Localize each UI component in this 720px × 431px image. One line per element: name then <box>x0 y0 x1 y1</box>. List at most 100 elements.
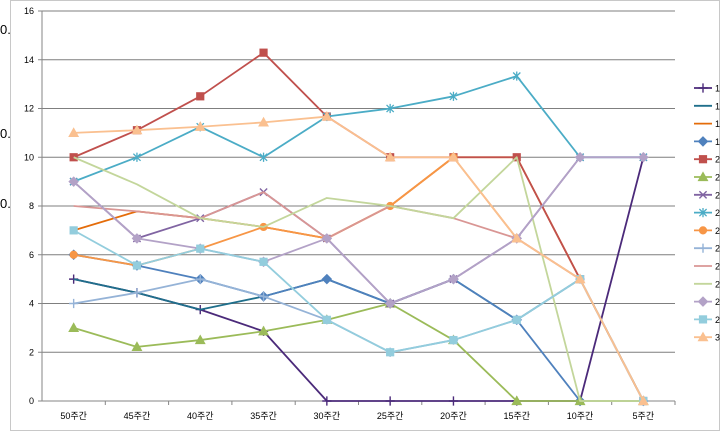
data-point-marker[interactable] <box>697 296 709 307</box>
data-point-marker[interactable] <box>131 341 143 351</box>
legend-label: 1 <box>715 101 720 111</box>
data-point-marker[interactable] <box>698 83 708 93</box>
x-tick-label: 35주간 <box>250 411 277 421</box>
data-point-marker[interactable] <box>384 151 396 162</box>
data-point-marker[interactable] <box>698 155 708 164</box>
data-point-marker[interactable] <box>259 257 268 266</box>
data-point-marker[interactable] <box>196 92 205 101</box>
legend-entry: 1 <box>694 101 720 111</box>
data-point-marker[interactable] <box>698 315 708 324</box>
data-point-marker[interactable] <box>321 273 333 285</box>
legend-label: 2 <box>715 190 720 200</box>
series-line[interactable] <box>73 156 644 402</box>
legend-entry: 2 <box>694 155 720 165</box>
background-cell-fragment: 0. <box>0 22 11 37</box>
data-point-marker[interactable] <box>449 91 458 101</box>
x-tick-label: 25주간 <box>377 411 404 421</box>
data-point-marker[interactable] <box>132 288 142 298</box>
data-point-marker[interactable] <box>698 190 708 199</box>
data-point-marker[interactable] <box>512 315 521 324</box>
data-point-marker[interactable] <box>697 331 709 342</box>
data-point-marker[interactable] <box>259 48 268 57</box>
legend-label: 2 <box>715 226 720 236</box>
legend-entry: 2 <box>694 279 720 289</box>
legend-entry: 1 <box>694 136 720 147</box>
data-point-marker[interactable] <box>448 273 459 285</box>
legend-entry: 2 <box>694 315 720 325</box>
data-point-marker[interactable] <box>69 226 78 235</box>
data-point-marker[interactable] <box>68 176 79 187</box>
x-tick-label: 40주간 <box>187 411 214 421</box>
series-path[interactable] <box>73 229 645 402</box>
series-path[interactable] <box>73 253 644 402</box>
axes: 0 2 4 6 8 10 12 14 16 50주간 45주간 40주간 35주간 30주간 25주간 20주… <box>24 6 676 421</box>
series-path[interactable] <box>73 302 644 402</box>
data-point-marker[interactable] <box>697 136 709 147</box>
data-point-marker[interactable] <box>68 127 80 137</box>
data-point-marker[interactable] <box>321 110 333 121</box>
series-path[interactable] <box>73 156 644 305</box>
data-point-marker[interactable] <box>68 322 80 332</box>
legend-label: 2 <box>715 315 720 325</box>
chart-frame <box>10 0 720 431</box>
data-point-marker[interactable] <box>697 171 709 182</box>
series-layer[interactable] <box>68 48 649 407</box>
data-point-marker[interactable] <box>69 298 79 309</box>
x-tick-label: 15주간 <box>503 411 530 421</box>
y-tick-label: 8 <box>29 201 34 211</box>
data-point-marker[interactable] <box>698 226 708 235</box>
data-point-marker[interactable] <box>258 325 270 336</box>
series-line[interactable] <box>68 110 649 406</box>
background-cell-fragment: 0. <box>0 196 11 211</box>
data-point-marker[interactable] <box>447 151 459 162</box>
data-point-marker[interactable] <box>194 334 206 345</box>
data-point-marker[interactable] <box>698 208 708 218</box>
data-point-marker[interactable] <box>637 395 649 406</box>
x-tick-label: 20주간 <box>440 411 467 421</box>
data-point-marker[interactable] <box>448 396 459 406</box>
data-point-marker[interactable] <box>132 152 142 162</box>
y-tick-label: 6 <box>29 250 34 260</box>
data-point-marker[interactable] <box>69 250 78 259</box>
legend-label: 2 <box>715 262 720 272</box>
data-point-marker[interactable] <box>386 348 395 357</box>
background-cell-fragment: 0. <box>0 126 11 141</box>
data-point-marker[interactable] <box>449 335 458 345</box>
data-point-marker[interactable] <box>131 233 143 244</box>
data-point-marker[interactable] <box>196 244 205 253</box>
y-tick-label: 16 <box>24 6 34 16</box>
legend-entry: 2 <box>694 208 720 218</box>
x-tick-label: 5주간 <box>633 411 655 421</box>
legend-label: 2 <box>715 244 720 254</box>
series-path[interactable] <box>73 75 644 183</box>
data-point-marker[interactable] <box>321 233 333 244</box>
data-point-marker[interactable] <box>638 151 649 163</box>
data-point-marker[interactable] <box>511 232 523 243</box>
data-point-marker[interactable] <box>194 121 206 131</box>
legend-label: 2 <box>715 279 720 289</box>
data-point-marker[interactable] <box>386 103 395 114</box>
data-point-marker[interactable] <box>574 273 586 284</box>
data-point-marker[interactable] <box>259 152 268 162</box>
y-tick-label: 2 <box>29 347 34 357</box>
data-point-marker[interactable] <box>384 298 396 309</box>
data-point-marker[interactable] <box>574 151 586 163</box>
data-point-marker[interactable] <box>698 243 708 253</box>
x-tick-label: 10주간 <box>567 411 594 421</box>
data-point-marker[interactable] <box>258 291 269 302</box>
data-point-marker[interactable] <box>195 274 205 284</box>
data-point-marker[interactable] <box>258 116 270 127</box>
data-point-marker[interactable] <box>131 124 143 135</box>
data-point-marker[interactable] <box>385 396 395 406</box>
legend-label: 3 <box>715 333 720 343</box>
data-point-marker[interactable] <box>322 315 331 324</box>
data-point-marker[interactable] <box>511 395 523 406</box>
data-point-marker[interactable] <box>132 261 142 270</box>
legend-entry: 2 <box>694 171 720 183</box>
series-path[interactable] <box>73 156 644 402</box>
data-point-marker[interactable] <box>322 396 332 406</box>
data-point-marker[interactable] <box>512 71 521 81</box>
series-path[interactable] <box>73 115 645 402</box>
y-tick-label: 4 <box>29 299 34 309</box>
legend-entry: 2 <box>694 226 720 236</box>
